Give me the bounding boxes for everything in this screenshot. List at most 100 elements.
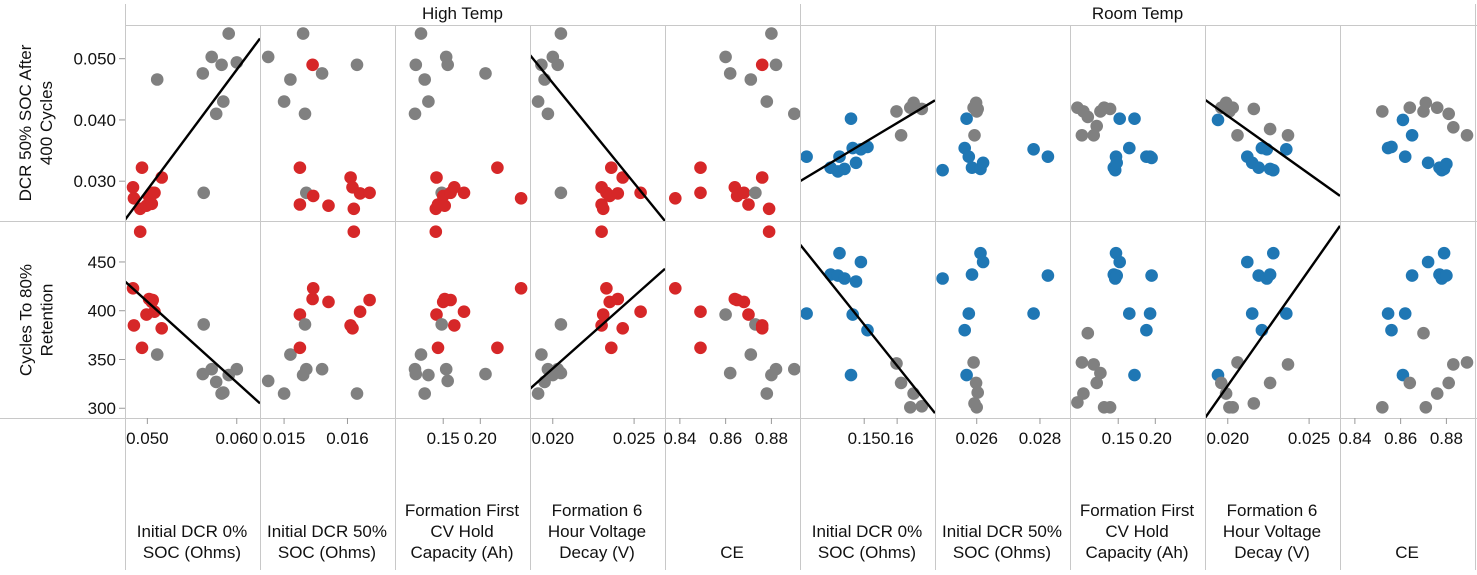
- highlight-point: [363, 186, 376, 200]
- column-axis-label-line: CE: [1395, 543, 1419, 562]
- other-point: [1094, 366, 1107, 380]
- row-axis-label-line: Cycles To 80%: [16, 263, 35, 376]
- other-point: [1263, 122, 1277, 136]
- highlight-point: [616, 322, 629, 335]
- row-axis-label-line: DCR 50% SOC After: [16, 44, 35, 202]
- other-point: [197, 318, 210, 331]
- highlight-point: [1027, 143, 1040, 156]
- group-label: High Temp: [422, 4, 503, 23]
- other-point: [217, 386, 230, 399]
- other-point: [788, 362, 800, 376]
- other-point: [1460, 129, 1474, 142]
- highlight-point: [353, 187, 367, 200]
- highlight-point: [431, 341, 445, 355]
- x-tick-label: 0.20: [1139, 429, 1172, 448]
- highlight-point: [1385, 140, 1398, 154]
- other-point: [744, 73, 758, 86]
- highlight-point: [1041, 150, 1055, 163]
- highlight-point: [322, 295, 335, 309]
- other-point: [967, 356, 980, 369]
- column-axis-label: Initial DCR 50% SOC (Ohms): [260, 521, 394, 563]
- highlight-point: [846, 308, 859, 321]
- highlight-point: [960, 368, 973, 382]
- other-point: [408, 107, 422, 121]
- other-point: [915, 400, 929, 413]
- highlight-point: [762, 202, 776, 216]
- highlight-point: [293, 198, 307, 211]
- highlight-point: [936, 163, 949, 177]
- other-point: [1247, 397, 1261, 410]
- highlight-point: [344, 171, 357, 184]
- panel-3-1: [531, 225, 665, 400]
- other-point: [350, 58, 364, 72]
- x-tick-label: 0.86: [709, 429, 742, 448]
- other-point: [217, 95, 230, 108]
- other-point: [554, 366, 568, 380]
- highlight-point: [293, 308, 307, 321]
- highlight-point: [514, 282, 528, 295]
- other-point: [535, 348, 548, 361]
- other-point: [894, 129, 908, 142]
- highlight-point: [1128, 112, 1141, 125]
- highlight-point: [514, 192, 528, 205]
- highlight-point: [962, 150, 976, 163]
- other-point: [1071, 396, 1084, 409]
- highlight-point: [595, 225, 608, 238]
- column-axis-label-line: Initial DCR 50%: [267, 522, 387, 541]
- other-point: [1403, 101, 1417, 114]
- highlight-point: [737, 186, 751, 200]
- highlight-point: [1381, 307, 1395, 320]
- other-point: [277, 95, 291, 108]
- highlight-point: [1421, 255, 1435, 269]
- highlight-point: [1113, 255, 1126, 269]
- panel-7-0: [1071, 101, 1158, 177]
- highlight-point: [457, 186, 471, 200]
- panel-4-1: [669, 225, 800, 400]
- highlight-point: [801, 307, 813, 320]
- highlight-point: [1398, 150, 1412, 163]
- other-point: [970, 401, 983, 414]
- panel-2-1: [408, 225, 528, 400]
- x-tick-label: 0.84: [663, 429, 696, 448]
- highlight-point: [306, 189, 320, 203]
- highlight-point: [801, 150, 813, 163]
- other-point: [1090, 119, 1103, 133]
- y-tick-label: 300: [88, 399, 116, 418]
- column-axis-label-line: SOC (Ohms): [142, 543, 242, 562]
- column-axis-label: CE: [665, 542, 799, 563]
- highlight-point: [596, 202, 610, 216]
- trend-line: [1206, 225, 1340, 418]
- other-point: [1077, 387, 1090, 400]
- panel-3-0: [531, 27, 665, 221]
- x-tick-label: 0.020: [531, 429, 574, 448]
- trend-line: [531, 267, 665, 390]
- other-point: [150, 348, 164, 361]
- other-point: [150, 73, 164, 86]
- highlight-point: [1145, 269, 1158, 282]
- highlight-point: [849, 156, 863, 170]
- highlight-point: [669, 282, 682, 295]
- other-point: [1090, 376, 1103, 390]
- other-point: [904, 401, 917, 414]
- highlight-point: [306, 292, 319, 306]
- panel-7-1: [1071, 246, 1158, 414]
- other-point: [1103, 401, 1117, 414]
- column-axis-label-line: CV Hold: [430, 522, 494, 541]
- highlight-point: [844, 112, 858, 125]
- highlight-point: [755, 171, 769, 184]
- highlight-point: [958, 323, 971, 337]
- highlight-point: [1113, 112, 1126, 125]
- trend-line: [1206, 98, 1340, 197]
- highlight-point: [755, 322, 769, 335]
- highlight-point: [1252, 161, 1265, 174]
- other-point: [300, 362, 313, 376]
- other-point: [554, 318, 568, 331]
- column-axis-label-line: Decay (V): [1234, 543, 1310, 562]
- other-point: [205, 50, 218, 64]
- other-point: [409, 58, 423, 72]
- other-point: [439, 362, 453, 376]
- x-tick-label: 0.060: [215, 429, 258, 448]
- other-point: [209, 375, 223, 389]
- highlight-point: [322, 199, 335, 212]
- y-tick-label: 450: [88, 253, 116, 272]
